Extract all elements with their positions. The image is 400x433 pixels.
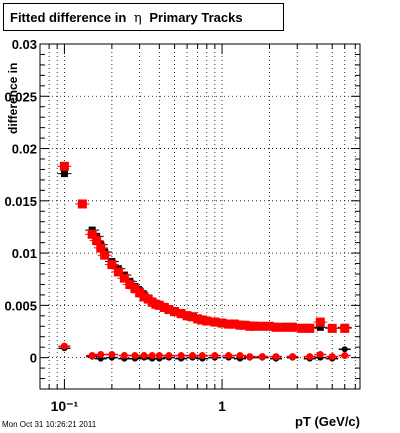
point-red (164, 305, 174, 315)
x-tick-label: 10⁻¹ (51, 398, 79, 414)
point-red (305, 323, 315, 333)
chart-title: Fitted difference in η Primary Tracks (10, 10, 243, 26)
low-point-red (97, 351, 105, 358)
point-red (327, 323, 337, 333)
y-tick-label: 0 (30, 351, 37, 366)
grid-layer (40, 43, 360, 389)
point-red (230, 319, 240, 329)
y-tick-label: 0.01 (12, 246, 37, 261)
point-red (113, 267, 123, 277)
plot-frame (39, 43, 361, 390)
point-red (170, 307, 180, 317)
low-point-red (272, 353, 280, 361)
point-red (240, 320, 250, 330)
low-point-red (88, 352, 96, 360)
point-red (188, 312, 198, 322)
chart-title-prefix: Fitted difference in (10, 10, 127, 25)
y-tick-label: 0.03 (12, 37, 37, 52)
low-point-red (198, 352, 206, 360)
low-point-red (189, 352, 197, 360)
point-red (96, 243, 106, 253)
low-point-red (341, 352, 349, 360)
point-red (297, 323, 307, 333)
y-tick-label: 0.005 (4, 298, 37, 313)
point-red (176, 309, 186, 319)
point-red (202, 316, 212, 326)
low-point-red (258, 353, 266, 361)
low-point-red (155, 352, 163, 360)
point-red (340, 323, 350, 333)
low-point-red (211, 352, 219, 360)
point-red (280, 322, 290, 332)
point-red (100, 250, 110, 260)
x-axis-label: pT (GeV/c) (294, 414, 360, 429)
point-red (182, 311, 192, 321)
point-red (257, 321, 267, 331)
y-tick-label: 0.025 (4, 89, 37, 104)
low-point-red (165, 352, 173, 360)
low-point-red (108, 351, 116, 358)
point-black (316, 323, 324, 331)
point-red (92, 236, 102, 246)
low-point-red (306, 353, 314, 361)
point-red (119, 273, 129, 283)
x-tick-label: 1 (218, 398, 226, 414)
timestamp: Mon Oct 31 10:26:21 2011 (2, 420, 97, 429)
low-point-red (246, 353, 254, 361)
y-axis-label: difference in (6, 62, 20, 134)
point-red (271, 322, 281, 332)
point-red (130, 284, 140, 294)
y-tick-label: 0.02 (12, 142, 37, 157)
low-point-red (120, 352, 128, 360)
point-red (87, 229, 97, 239)
low-point-red (236, 352, 244, 360)
chart-title-suffix: Primary Tracks (149, 10, 243, 25)
y-tick-label: 0.015 (4, 194, 37, 209)
point-red (125, 279, 135, 289)
low-point-black (341, 346, 348, 353)
low-point-red (148, 352, 156, 360)
point-red (249, 321, 259, 331)
point-red (193, 314, 203, 324)
low-series-layer (58, 342, 351, 362)
point-red (315, 317, 325, 327)
axis-layer: 0 0.005 0.01 0.015 0.02 0.025 0.03 10⁻¹ 1 (4, 37, 361, 414)
point-red (217, 318, 227, 328)
point-red (288, 322, 298, 332)
point-red (154, 300, 164, 310)
point-red (107, 260, 117, 270)
point-black (60, 170, 68, 178)
low-point-red (328, 353, 336, 361)
low-point-red (60, 342, 68, 350)
low-point-red (140, 352, 148, 360)
low-point-red (289, 353, 297, 361)
point-red (159, 302, 169, 312)
point-red (265, 321, 275, 331)
points-layer (57, 161, 352, 333)
point-red (77, 199, 87, 209)
low-point-red (131, 352, 139, 360)
low-point-red (316, 351, 324, 358)
chart-title-symbol: η (133, 11, 142, 26)
chart-title-box: Fitted difference in η Primary Tracks (3, 3, 284, 31)
point-red (59, 161, 69, 171)
point-red (210, 317, 220, 327)
low-point-red (225, 352, 233, 360)
low-point-red (177, 352, 185, 360)
